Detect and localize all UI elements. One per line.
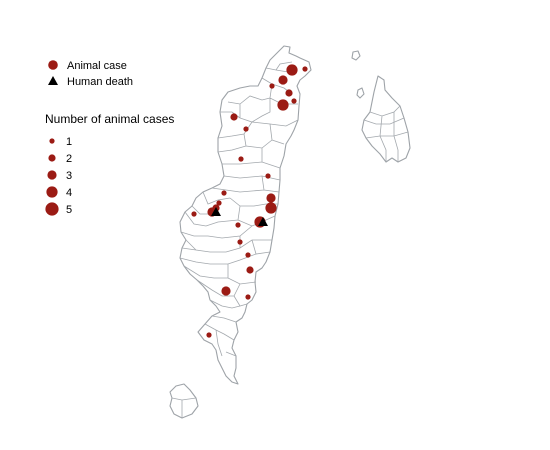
animal-case-point <box>235 222 241 228</box>
legend-size-scale: Number of animal cases 1 2 3 4 5 <box>45 112 174 216</box>
animal-case-point <box>277 99 289 111</box>
animal-case-point <box>246 266 254 274</box>
animal-case-point <box>237 239 243 245</box>
legend-size-label: 2 <box>66 153 72 165</box>
southwest-island-outline <box>169 383 199 419</box>
legend-size-label: 3 <box>66 170 72 182</box>
legend-size-label: 4 <box>66 187 72 199</box>
legend-size-icon <box>45 202 59 216</box>
animal-case-points <box>191 64 308 338</box>
animal-case-point <box>245 294 251 300</box>
animal-case-point <box>243 126 249 132</box>
legend-human-death-label: Human death <box>67 76 133 88</box>
northeast-islet <box>356 87 365 99</box>
animal-case-point <box>269 83 275 89</box>
main-island <box>179 45 312 385</box>
southwest-island-boundaries <box>171 397 197 418</box>
animal-case-point <box>238 156 244 162</box>
main-island-outline <box>179 45 312 385</box>
animal-case-point <box>245 252 251 258</box>
east-island-outline <box>361 75 411 163</box>
human-death-points <box>211 207 268 226</box>
animal-case-point <box>265 202 277 214</box>
northeast-island <box>351 50 365 99</box>
animal-case-point <box>191 211 197 217</box>
legend-animal-case-icon <box>48 60 58 70</box>
animal-case-point <box>206 332 212 338</box>
animal-case-point <box>266 193 276 203</box>
legend-size-icon <box>48 154 56 162</box>
animal-case-point <box>302 66 308 72</box>
legend-animal-case-label: Animal case <box>67 60 127 72</box>
legend-size-label: 5 <box>66 204 72 216</box>
legend-human-death-icon <box>48 76 58 85</box>
southwest-island <box>169 383 199 419</box>
animal-case-point <box>285 89 293 97</box>
human-death-point <box>211 207 221 216</box>
northeast-island-outline <box>351 50 361 61</box>
animal-case-point <box>286 64 298 76</box>
animal-case-point <box>216 200 222 206</box>
animal-case-point <box>291 98 297 104</box>
animal-case-point <box>221 190 227 196</box>
east-island-boundaries <box>363 105 409 162</box>
animal-case-point <box>265 173 271 179</box>
legend-size-title: Number of animal cases <box>45 112 174 126</box>
legend-symbols: Animal case Human death <box>48 60 133 88</box>
animal-case-point <box>221 286 231 296</box>
animal-case-point <box>278 75 288 85</box>
legend-size-icon <box>46 186 58 198</box>
legend-size-label: 1 <box>66 136 72 148</box>
legend-size-icon <box>49 138 55 144</box>
animal-case-point <box>230 113 238 121</box>
east-island <box>361 75 411 163</box>
human-death-point <box>258 217 268 226</box>
legend-size-icon <box>47 170 57 180</box>
